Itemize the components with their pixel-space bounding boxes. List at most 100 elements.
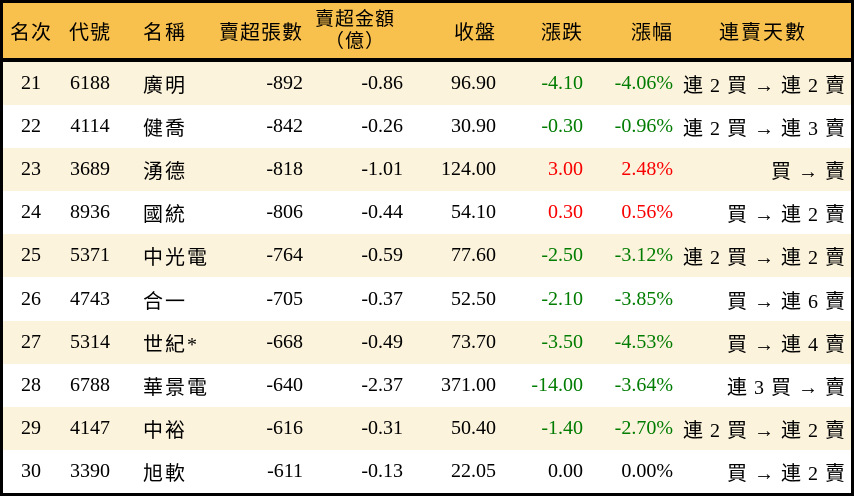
table-row: 25 5371 中光電 -764 -0.59 77.60 -2.50 -3.12… xyxy=(3,234,851,278)
change-pct-cell: -4.06% xyxy=(614,72,673,95)
column-header-name: 名稱 xyxy=(143,22,187,44)
table-row: 26 4743 合一 -705 -0.37 52.50 -2.10 -3.85%… xyxy=(3,277,851,321)
change-pct-cell: -3.64% xyxy=(614,373,673,396)
sell-volume-cell: -668 xyxy=(266,330,303,353)
table-row: 28 6788 華景電 -640 -2.37 371.00 -14.00 -3.… xyxy=(3,363,851,407)
change-cell: -2.50 xyxy=(541,244,583,267)
change-pct-cell: -3.12% xyxy=(614,244,673,267)
code-cell: 4743 xyxy=(70,287,110,310)
close-price-cell: 124.00 xyxy=(441,158,496,181)
change-cell: -3.50 xyxy=(541,330,583,353)
streak-cell: 買 → 連 2 賣 xyxy=(727,204,846,227)
column-header-rank: 名次 xyxy=(10,22,52,44)
rank-cell: 28 xyxy=(21,373,41,396)
table-row: 22 4114 健喬 -842 -0.26 30.90 -0.30 -0.96%… xyxy=(3,105,851,149)
change-cell: -4.10 xyxy=(541,72,583,95)
stock-name-cell: 廣明 xyxy=(143,75,187,98)
change-cell: 0.30 xyxy=(548,201,583,224)
code-cell: 5314 xyxy=(70,330,110,353)
rank-cell: 26 xyxy=(21,287,41,310)
code-cell: 8936 xyxy=(70,201,110,224)
sell-amount-cell: -0.59 xyxy=(361,244,403,267)
sell-volume-cell: -611 xyxy=(267,459,303,482)
sell-amount-cell: -0.13 xyxy=(361,459,403,482)
stock-name-cell: 旭軟 xyxy=(143,462,187,485)
streak-cell: 買 → 連 2 賣 xyxy=(727,462,846,485)
streak-cell: 連 3 買 → 賣 xyxy=(727,376,846,399)
change-pct-cell: 0.56% xyxy=(621,201,673,224)
table-row: 24 8936 國統 -806 -0.44 54.10 0.30 0.56% 買… xyxy=(3,191,851,235)
column-header-sell-amount-line1: 賣超金額 xyxy=(314,8,395,30)
sell-volume-cell: -616 xyxy=(266,416,303,439)
table-row: 27 5314 世紀* -668 -0.49 73.70 -3.50 -4.53… xyxy=(3,320,851,364)
column-header-code: 代號 xyxy=(69,22,111,44)
close-price-cell: 371.00 xyxy=(441,373,496,396)
close-price-cell: 54.10 xyxy=(451,201,496,224)
rank-cell: 24 xyxy=(21,201,41,224)
streak-cell: 連 2 買 → 連 3 賣 xyxy=(683,118,846,141)
change-pct-cell: -3.85% xyxy=(614,287,673,310)
code-cell: 3390 xyxy=(70,459,110,482)
close-price-cell: 77.60 xyxy=(451,244,496,267)
table-row: 29 4147 中裕 -616 -0.31 50.40 -1.40 -2.70%… xyxy=(3,406,851,450)
close-price-cell: 73.70 xyxy=(451,330,496,353)
table-row: 23 3689 湧德 -818 -1.01 124.00 3.00 2.48% … xyxy=(3,148,851,192)
column-header-close: 收盤 xyxy=(454,22,496,44)
close-price-cell: 52.50 xyxy=(451,287,496,310)
rank-cell: 25 xyxy=(21,244,41,267)
change-cell: 3.00 xyxy=(548,158,583,181)
column-header-change-pct: 漲幅 xyxy=(631,22,673,44)
streak-cell: 連 2 買 → 連 2 賣 xyxy=(683,75,846,98)
sell-volume-cell: -764 xyxy=(266,244,303,267)
sell-volume-cell: -806 xyxy=(266,201,303,224)
stock-name-cell: 中裕 xyxy=(143,419,187,442)
rank-cell: 29 xyxy=(21,416,41,439)
code-cell: 4147 xyxy=(70,416,110,439)
sell-amount-cell: -0.26 xyxy=(361,115,403,138)
column-header-sell-amount: 賣超金額 （億） xyxy=(305,9,405,53)
close-price-cell: 30.90 xyxy=(451,115,496,138)
sell-amount-cell: -2.37 xyxy=(361,373,403,396)
sell-amount-cell: -0.37 xyxy=(361,287,403,310)
close-price-cell: 96.90 xyxy=(451,72,496,95)
sell-volume-cell: -705 xyxy=(266,287,303,310)
column-header-change: 漲跌 xyxy=(541,22,583,44)
table-row: 30 3390 旭軟 -611 -0.13 22.05 0.00 0.00% 買… xyxy=(3,449,851,493)
change-pct-cell: 2.48% xyxy=(621,158,673,181)
change-cell: -2.10 xyxy=(541,287,583,310)
stock-name-cell: 合一 xyxy=(143,290,187,313)
streak-cell: 買 → 連 4 賣 xyxy=(727,333,846,356)
code-cell: 4114 xyxy=(70,115,110,138)
streak-cell: 買 → 連 6 賣 xyxy=(727,290,846,313)
sell-volume-cell: -842 xyxy=(266,115,303,138)
code-cell: 5371 xyxy=(70,244,110,267)
rank-cell: 21 xyxy=(21,72,41,95)
stock-name-cell: 世紀* xyxy=(143,333,199,356)
column-header-sell-amount-line2: （億） xyxy=(324,30,385,52)
change-cell: 0.00 xyxy=(548,459,583,482)
change-cell: -0.30 xyxy=(541,115,583,138)
stock-name-cell: 中光電 xyxy=(143,247,209,270)
change-pct-cell: -4.53% xyxy=(614,330,673,353)
streak-cell: 連 2 買 → 連 2 賣 xyxy=(683,247,846,270)
streak-cell: 買 → 賣 xyxy=(771,161,846,184)
rank-cell: 23 xyxy=(21,158,41,181)
rank-cell: 27 xyxy=(21,330,41,353)
streak-cell: 連 2 買 → 連 2 賣 xyxy=(683,419,846,442)
sell-amount-cell: -0.31 xyxy=(361,416,403,439)
sell-amount-cell: -0.49 xyxy=(361,330,403,353)
table-header-row: 名次 代號 名稱 賣超張數 賣超金額 （億） 收盤 漲跌 漲幅 連賣天數 xyxy=(3,3,851,62)
sell-volume-cell: -640 xyxy=(266,373,303,396)
column-header-sell-volume: 賣超張數 xyxy=(219,22,303,44)
stock-name-cell: 國統 xyxy=(143,204,187,227)
change-cell: -14.00 xyxy=(531,373,583,396)
close-price-cell: 50.40 xyxy=(451,416,496,439)
sell-amount-cell: -0.86 xyxy=(361,72,403,95)
code-cell: 6788 xyxy=(70,373,110,396)
change-pct-cell: 0.00% xyxy=(621,459,673,482)
stock-name-cell: 湧德 xyxy=(143,161,187,184)
change-cell: -1.40 xyxy=(541,416,583,439)
code-cell: 6188 xyxy=(70,72,110,95)
close-price-cell: 22.05 xyxy=(451,459,496,482)
sell-volume-cell: -818 xyxy=(266,158,303,181)
